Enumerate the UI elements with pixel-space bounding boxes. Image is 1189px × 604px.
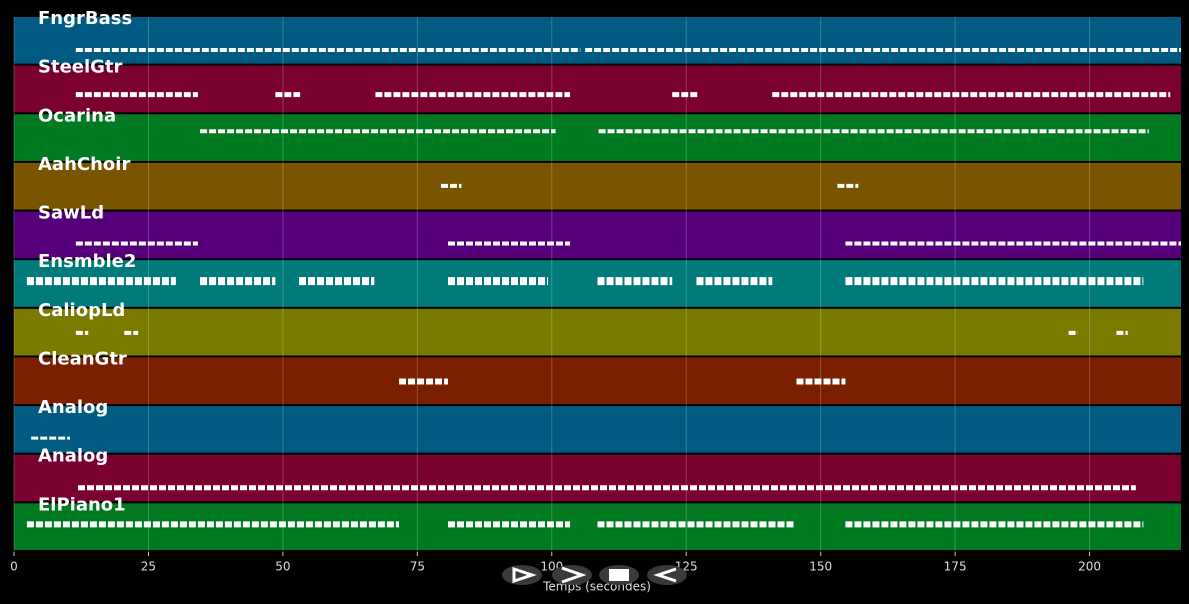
x-tick-label: 150 <box>809 560 832 574</box>
track-name: SawLd <box>38 203 104 224</box>
forward-button[interactable] <box>552 565 592 585</box>
play-button[interactable] <box>502 565 542 585</box>
track-band <box>14 65 1181 113</box>
track-name: Analog <box>38 397 108 418</box>
track-name: CaliopLd <box>38 300 125 321</box>
x-tick-label: 75 <box>410 560 425 574</box>
plot: 0 25 50 75 100 125 150 175 200FngrBassSteelGtrOc… <box>10 8 1181 574</box>
track-band <box>14 308 1181 356</box>
track-name: ElPiano1 <box>38 494 126 515</box>
controls <box>502 565 687 585</box>
track-band <box>14 211 1181 259</box>
track-name: Ocarina <box>38 105 116 126</box>
stop-button[interactable] <box>599 565 639 585</box>
track-band <box>14 406 1181 453</box>
back-button[interactable] <box>647 565 687 585</box>
track-band <box>14 357 1181 405</box>
track-band <box>14 454 1181 502</box>
track-band <box>14 17 1181 64</box>
x-tick-label: 200 <box>1078 560 1101 574</box>
track-name: Analog <box>38 446 108 467</box>
track-name: AahChoir <box>38 154 130 175</box>
track-name: FngrBass <box>38 8 132 29</box>
track-name: CleanGtr <box>38 348 127 369</box>
track-name: Ensmble2 <box>38 251 136 272</box>
x-tick-label: 0 <box>10 560 18 574</box>
track-band <box>14 114 1181 161</box>
x-tick-label: 50 <box>275 560 290 574</box>
x-tick-label: 25 <box>141 560 156 574</box>
track-name: SteelGtr <box>38 57 123 78</box>
track-band <box>14 162 1181 210</box>
x-tick-label: 175 <box>944 560 967 574</box>
